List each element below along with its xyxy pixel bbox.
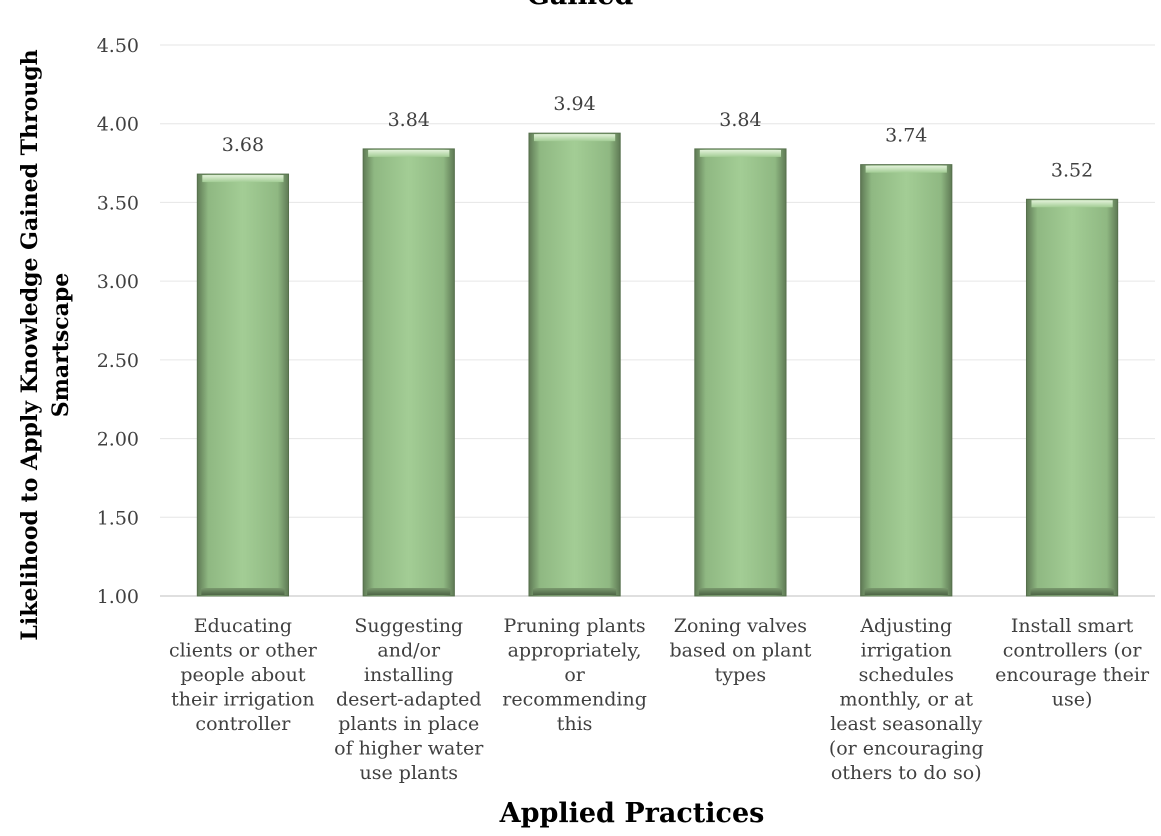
- category-label: Pruning plants appropriately, or recommendi…: [502, 615, 647, 735]
- y-axis-title-line-2: Smartscape: [48, 273, 74, 418]
- category-label: Educating clients or other people about the…: [169, 615, 318, 735]
- y-axis-ticks: 1.00 1.50 2.00 2.50 3.00 3.50 4.00 4.50: [97, 35, 139, 608]
- y-tick-label: 2.50: [97, 350, 139, 372]
- category-label: Zoning valves based on plant types: [669, 615, 811, 686]
- y-tick-label: 1.00: [97, 586, 139, 608]
- y-tick-label: 3.50: [97, 192, 139, 214]
- category-labels: Educating clients or other people about the…: [169, 615, 1150, 784]
- data-label: 3.74: [885, 125, 927, 147]
- data-label: 3.94: [553, 93, 595, 115]
- category-label: Install smart controllers (or encourage th…: [995, 615, 1150, 711]
- bars: [196, 132, 1119, 597]
- y-tick-label: 4.00: [97, 114, 139, 136]
- bar: [196, 173, 290, 597]
- chart-title: Gained: [527, 0, 634, 11]
- bar: [528, 132, 621, 597]
- y-tick-label: 2.00: [97, 429, 139, 451]
- category-label: Adjusting irrigation schedules monthly, or …: [829, 615, 984, 784]
- value-labels: 3.68 3.84 3.94 3.84 3.74 3.52: [222, 93, 1093, 181]
- data-label: 3.68: [222, 134, 264, 156]
- bar: [694, 148, 787, 597]
- gridlines: [160, 44, 1155, 597]
- y-tick-label: 4.50: [97, 35, 139, 57]
- y-axis-title-line-1: Likelihood to Apply Knowledge Gained Thr…: [17, 49, 43, 640]
- category-label: Suggesting and/or installing desert-adapted…: [334, 615, 484, 784]
- x-axis-title: Applied Practices: [499, 798, 765, 829]
- bar: [362, 148, 455, 597]
- data-label: 3.52: [1051, 159, 1093, 181]
- y-tick-label: 3.00: [97, 271, 139, 293]
- data-label: 3.84: [388, 109, 430, 131]
- data-label: 3.84: [719, 109, 761, 131]
- y-tick-label: 1.50: [97, 507, 139, 529]
- bar: [860, 164, 953, 597]
- bar: [1025, 198, 1119, 597]
